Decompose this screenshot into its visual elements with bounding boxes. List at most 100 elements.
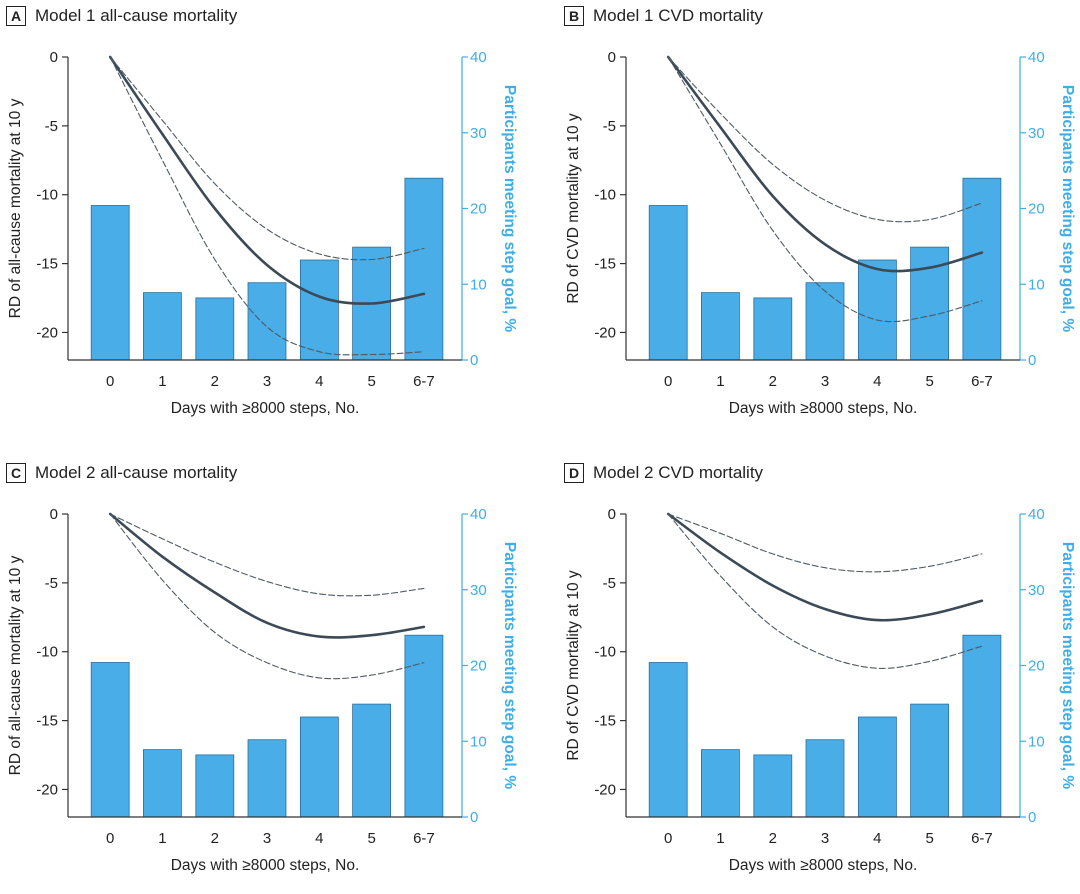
right-tick-label: 40 xyxy=(470,49,487,66)
chart-title: Model 2 all-cause mortality xyxy=(35,463,238,482)
bar xyxy=(648,205,688,361)
left-tick-label: -10 xyxy=(36,187,58,204)
confidence-interval-line xyxy=(667,513,983,669)
x-tick-label: 6-7 xyxy=(413,830,435,847)
left-tick-label: -20 xyxy=(36,781,58,798)
x-tick-label: 1 xyxy=(716,373,724,390)
chart-svg: 0 -5 -10 -15 -20 40 30 20 10 0 0 1 2 3 4 5 6-7 Days with … xyxy=(565,49,1076,417)
confidence-interval-line xyxy=(109,513,425,597)
bar xyxy=(910,703,950,818)
panel-title: D Model 2 CVD mortality xyxy=(564,461,763,485)
right-tick-label: 30 xyxy=(1028,125,1045,142)
y-axis-label-right: Participants meeting step goal, % xyxy=(1059,542,1076,789)
panel-letter: D xyxy=(564,463,584,483)
x-tick-label: 3 xyxy=(263,373,271,390)
y-axis-label-left: RD of all-cause mortality at 10 y xyxy=(7,98,24,318)
estimate-line xyxy=(666,512,984,622)
right-tick-label: 30 xyxy=(470,582,487,599)
bar xyxy=(805,282,845,361)
y-axis-label-left: RD of CVD mortality at 10 y xyxy=(565,570,582,761)
x-tick-label: 0 xyxy=(664,830,672,847)
confidence-interval-line xyxy=(667,56,983,323)
x-tick-label: 1 xyxy=(158,373,166,390)
x-axis-label: Days with ≥8000 steps, No. xyxy=(171,400,360,417)
right-tick-label: 10 xyxy=(1028,733,1045,750)
panel-c: C Model 2 all-cause mortality 0 -5 -10 -15 -… xyxy=(0,457,540,894)
panel-title: C Model 2 all-cause mortality xyxy=(6,461,237,485)
panel-letter: C xyxy=(6,463,26,483)
y-axis-label-left: RD of CVD mortality at 10 y xyxy=(565,113,582,304)
estimate-line xyxy=(108,55,426,305)
chart-svg: 0 -5 -10 -15 -20 40 30 20 10 0 0 1 2 3 4 5 6-7 Days with … xyxy=(565,506,1076,874)
right-tick-label: 10 xyxy=(470,276,487,293)
x-tick-label: 6-7 xyxy=(971,373,993,390)
chart-svg: 0 -5 -10 -15 -20 40 30 20 10 0 0 1 2 3 4 5 6-7 Days with … xyxy=(7,49,518,417)
left-tick-label: -20 xyxy=(594,324,616,341)
confidence-interval-line xyxy=(109,513,425,680)
x-tick-label: 2 xyxy=(211,830,219,847)
x-axis-label: Days with ≥8000 steps, No. xyxy=(171,857,360,874)
left-tick-label: -5 xyxy=(45,118,58,135)
chart-title: Model 2 CVD mortality xyxy=(593,463,764,482)
estimate-line xyxy=(666,55,984,273)
bar xyxy=(195,754,235,818)
right-tick-label: 0 xyxy=(1028,809,1036,826)
bar xyxy=(142,749,182,818)
x-tick-label: 0 xyxy=(106,373,114,390)
estimate-line xyxy=(108,512,426,639)
left-tick-label: -5 xyxy=(603,118,616,135)
x-tick-label: 1 xyxy=(716,830,724,847)
y-axis-label-right: Participants meeting step goal, % xyxy=(501,542,518,789)
right-tick-label: 30 xyxy=(1028,582,1045,599)
x-tick-label: 2 xyxy=(769,373,777,390)
left-tick-label: 0 xyxy=(608,506,616,523)
y-axis-label-right: Participants meeting step goal, % xyxy=(501,85,518,332)
x-tick-label: 4 xyxy=(873,830,881,847)
right-tick-label: 0 xyxy=(470,809,478,826)
bar xyxy=(962,634,1002,818)
y-axis-label-left: RD of all-cause mortality at 10 y xyxy=(7,555,24,775)
bars xyxy=(648,634,1002,818)
left-tick-label: -5 xyxy=(45,575,58,592)
panel-title: A Model 1 all-cause mortality xyxy=(6,4,237,28)
confidence-interval-line xyxy=(109,56,425,261)
confidence-interval-line xyxy=(109,56,425,356)
bar xyxy=(90,205,130,361)
bar xyxy=(142,292,182,361)
panel-letter: B xyxy=(564,6,584,26)
left-tick-label: -5 xyxy=(603,575,616,592)
right-tick-label: 10 xyxy=(470,733,487,750)
right-tick-label: 30 xyxy=(470,125,487,142)
bar xyxy=(247,739,287,818)
chart-svg: 0 -5 -10 -15 -20 40 30 20 10 0 0 1 2 3 4 5 6-7 Days with … xyxy=(7,506,518,874)
x-axis-label: Days with ≥8000 steps, No. xyxy=(729,400,918,417)
x-tick-label: 2 xyxy=(211,373,219,390)
left-tick-label: 0 xyxy=(608,49,616,66)
bar xyxy=(90,662,130,818)
right-tick-label: 20 xyxy=(470,201,487,218)
bars xyxy=(90,177,444,361)
left-tick-label: -10 xyxy=(36,644,58,661)
x-tick-label: 3 xyxy=(821,373,829,390)
x-tick-label: 1 xyxy=(158,830,166,847)
x-tick-label: 4 xyxy=(873,373,881,390)
y-axis-label-right: Participants meeting step goal, % xyxy=(1059,85,1076,332)
bar xyxy=(648,662,688,818)
bar xyxy=(753,754,793,818)
panel-a: A Model 1 all-cause mortality 0 -5 -10 -15 -… xyxy=(0,0,540,437)
left-tick-label: -15 xyxy=(36,256,58,273)
bars xyxy=(648,177,1002,361)
bar xyxy=(404,634,444,818)
x-tick-label: 0 xyxy=(106,830,114,847)
left-tick-label: -20 xyxy=(594,781,616,798)
chart-title: Model 1 all-cause mortality xyxy=(35,6,238,25)
x-tick-label: 6-7 xyxy=(413,373,435,390)
x-tick-label: 4 xyxy=(315,373,323,390)
bar xyxy=(857,259,897,361)
left-tick-label: -15 xyxy=(36,713,58,730)
x-tick-label: 0 xyxy=(664,373,672,390)
confidence-interval-line xyxy=(667,56,983,223)
bar xyxy=(404,177,444,361)
x-tick-label: 5 xyxy=(367,373,375,390)
bar xyxy=(753,297,793,361)
